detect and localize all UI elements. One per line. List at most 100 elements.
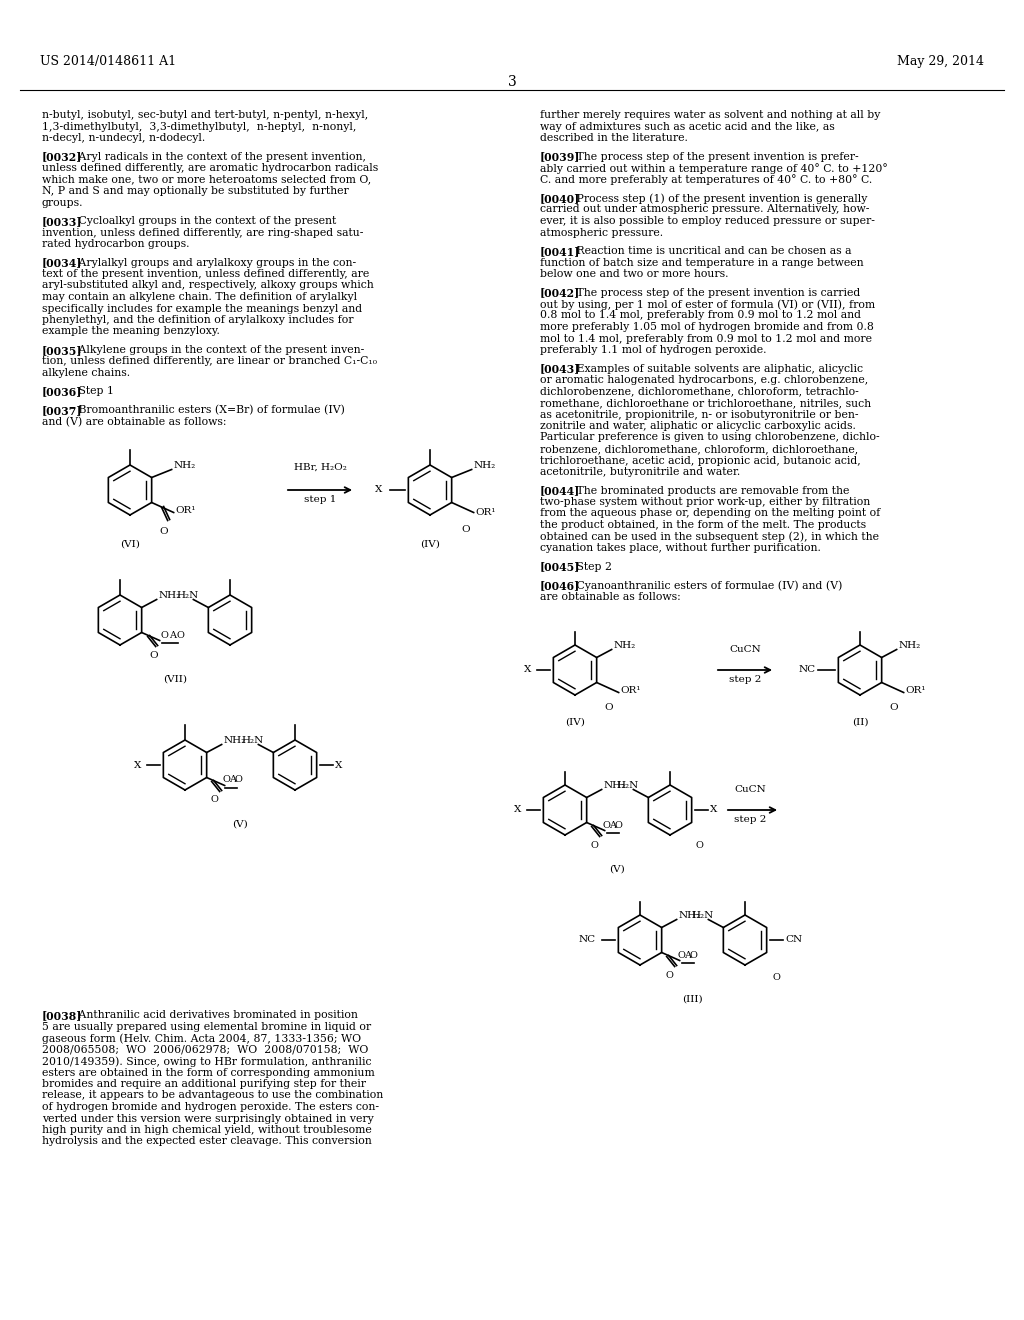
Text: O: O — [161, 631, 169, 639]
Text: [0039]: [0039] — [540, 152, 581, 162]
Text: [0046]: [0046] — [540, 579, 581, 591]
Text: 3: 3 — [508, 75, 516, 88]
Text: O: O — [462, 524, 470, 533]
Text: the product obtained, in the form of the melt. The products: the product obtained, in the form of the… — [540, 520, 866, 531]
Text: O: O — [177, 631, 184, 639]
Text: NH₂: NH₂ — [613, 642, 636, 649]
Text: 2010/149359). Since, owing to HBr formulation, anthranilic: 2010/149359). Since, owing to HBr formul… — [42, 1056, 372, 1067]
Text: step 2: step 2 — [729, 675, 761, 684]
Text: May 29, 2014: May 29, 2014 — [897, 55, 984, 69]
Text: Step 2: Step 2 — [566, 561, 611, 572]
Text: [0033]: [0033] — [42, 216, 83, 227]
Text: O: O — [773, 973, 780, 982]
Text: phenylethyl, and the definition of arylalkoxy includes for: phenylethyl, and the definition of aryla… — [42, 315, 353, 325]
Text: O: O — [695, 841, 703, 850]
Text: esters are obtained in the form of corresponding ammonium: esters are obtained in the form of corre… — [42, 1068, 375, 1077]
Text: NH₂: NH₂ — [174, 461, 196, 470]
Text: NC: NC — [579, 936, 596, 945]
Text: obtained can be used in the subsequent step (2), in which the: obtained can be used in the subsequent s… — [540, 532, 879, 543]
Text: 5 are usually prepared using elemental bromine in liquid or: 5 are usually prepared using elemental b… — [42, 1022, 371, 1031]
Text: (IV): (IV) — [420, 540, 440, 549]
Text: O: O — [603, 821, 610, 829]
Text: mol to 1.4 mol, preferably from 0.9 mol to 1.2 mol and more: mol to 1.4 mol, preferably from 0.9 mol … — [540, 334, 872, 343]
Text: N, P and S and may optionally be substituted by further: N, P and S and may optionally be substit… — [42, 186, 349, 195]
Text: (V): (V) — [232, 820, 248, 829]
Text: groups.: groups. — [42, 198, 84, 207]
Text: H₂N: H₂N — [691, 911, 714, 920]
Text: Cyanoanthranilic esters of formulae (IV) and (V): Cyanoanthranilic esters of formulae (IV)… — [566, 579, 842, 590]
Text: rated hydrocarbon groups.: rated hydrocarbon groups. — [42, 239, 189, 249]
Text: OR¹: OR¹ — [621, 686, 641, 696]
Text: O: O — [591, 841, 599, 850]
Text: O: O — [160, 528, 168, 536]
Text: NC: NC — [799, 665, 816, 675]
Text: Bromoanthranilic esters (X=Br) of formulae (IV): Bromoanthranilic esters (X=Br) of formul… — [68, 405, 345, 416]
Text: ever, it is also possible to employ reduced pressure or super-: ever, it is also possible to employ redu… — [540, 216, 874, 226]
Text: of hydrogen bromide and hydrogen peroxide. The esters con-: of hydrogen bromide and hydrogen peroxid… — [42, 1102, 379, 1111]
Text: romethane, dichloroethane or trichloroethane, nitriles, such: romethane, dichloroethane or trichloroet… — [540, 399, 871, 408]
Text: NH₂: NH₂ — [899, 642, 921, 649]
Text: zonitrile and water, aliphatic or alicyclic carboxylic acids.: zonitrile and water, aliphatic or alicyc… — [540, 421, 856, 432]
Text: [0041]: [0041] — [540, 246, 581, 257]
Text: atmospheric pressure.: atmospheric pressure. — [540, 227, 664, 238]
Text: H₂N: H₂N — [242, 737, 263, 744]
Text: 0.8 mol to 1.4 mol, preferably from 0.9 mol to 1.2 mol and: 0.8 mol to 1.4 mol, preferably from 0.9 … — [540, 310, 861, 321]
Text: [0035]: [0035] — [42, 345, 83, 356]
Text: CuCN: CuCN — [734, 785, 766, 795]
Text: OR¹: OR¹ — [905, 686, 926, 696]
Text: X: X — [514, 805, 521, 814]
Text: specifically includes for example the meanings benzyl and: specifically includes for example the me… — [42, 304, 362, 314]
Text: step 2: step 2 — [734, 814, 766, 824]
Text: 2008/065508;  WO  2006/062978;  WO  2008/070158;  WO: 2008/065508; WO 2006/062978; WO 2008/070… — [42, 1044, 369, 1055]
Text: Particular preference is given to using chlorobenzene, dichlo-: Particular preference is given to using … — [540, 433, 880, 442]
Text: [0045]: [0045] — [540, 561, 581, 573]
Text: n-butyl, isobutyl, sec-butyl and tert-butyl, n-pentyl, n-hexyl,: n-butyl, isobutyl, sec-butyl and tert-bu… — [42, 110, 369, 120]
Text: [0044]: [0044] — [540, 486, 581, 496]
Text: O: O — [604, 702, 613, 711]
Text: NH₂: NH₂ — [679, 911, 700, 920]
Text: dichlorobenzene, dichloromethane, chloroform, tetrachlo-: dichlorobenzene, dichloromethane, chloro… — [540, 387, 859, 396]
Text: are obtainable as follows:: are obtainable as follows: — [540, 591, 681, 602]
Text: A: A — [169, 631, 176, 639]
Text: X: X — [375, 486, 382, 495]
Text: The process step of the present invention is carried: The process step of the present inventio… — [566, 288, 860, 297]
Text: may contain an alkylene chain. The definition of arylalkyl: may contain an alkylene chain. The defin… — [42, 292, 357, 302]
Text: [0032]: [0032] — [42, 152, 82, 162]
Text: [0042]: [0042] — [540, 288, 581, 298]
Text: release, it appears to be advantageous to use the combination: release, it appears to be advantageous t… — [42, 1090, 383, 1101]
Text: unless defined differently, are aromatic hydrocarbon radicals: unless defined differently, are aromatic… — [42, 162, 378, 173]
Text: The brominated products are removable from the: The brominated products are removable fr… — [566, 486, 849, 495]
Text: aryl-substituted alkyl and, respectively, alkoxy groups which: aryl-substituted alkyl and, respectively… — [42, 281, 374, 290]
Text: O: O — [234, 776, 243, 784]
Text: (IV): (IV) — [565, 718, 585, 727]
Text: X: X — [133, 760, 141, 770]
Text: step 1: step 1 — [304, 495, 336, 504]
Text: (III): (III) — [682, 995, 702, 1005]
Text: X: X — [335, 760, 342, 770]
Text: O: O — [690, 950, 697, 960]
Text: two-phase system without prior work-up, either by filtration: two-phase system without prior work-up, … — [540, 498, 870, 507]
Text: which make one, two or more heteroatoms selected from O,: which make one, two or more heteroatoms … — [42, 174, 372, 185]
Text: [0037]: [0037] — [42, 405, 83, 416]
Text: Step 1: Step 1 — [68, 387, 114, 396]
Text: function of batch size and temperature in a range between: function of batch size and temperature i… — [540, 257, 863, 268]
Text: further merely requires water as solvent and nothing at all by: further merely requires water as solvent… — [540, 110, 881, 120]
Text: [0040]: [0040] — [540, 193, 581, 205]
Text: below one and two or more hours.: below one and two or more hours. — [540, 269, 728, 279]
Text: X: X — [523, 665, 531, 675]
Text: bromides and require an additional purifying step for their: bromides and require an additional purif… — [42, 1078, 366, 1089]
Text: A: A — [684, 950, 691, 960]
Text: out by using, per 1 mol of ester of formula (VI) or (VII), from: out by using, per 1 mol of ester of form… — [540, 300, 876, 310]
Text: O: O — [678, 950, 686, 960]
Text: carried out under atmospheric pressure. Alternatively, how-: carried out under atmospheric pressure. … — [540, 205, 869, 214]
Text: example the meaning benzyloxy.: example the meaning benzyloxy. — [42, 326, 220, 337]
Text: NH₂: NH₂ — [223, 737, 246, 744]
Text: O: O — [222, 776, 230, 784]
Text: preferably 1.1 mol of hydrogen peroxide.: preferably 1.1 mol of hydrogen peroxide. — [540, 345, 767, 355]
Text: X: X — [710, 805, 718, 814]
Text: Cycloalkyl groups in the context of the present: Cycloalkyl groups in the context of the … — [68, 216, 336, 226]
Text: ably carried out within a temperature range of 40° C. to +120°: ably carried out within a temperature ra… — [540, 162, 888, 174]
Text: robenzene, dichloromethane, chloroform, dichloroethane,: robenzene, dichloromethane, chloroform, … — [540, 444, 858, 454]
Text: text of the present invention, unless defined differently, are: text of the present invention, unless de… — [42, 269, 370, 279]
Text: O: O — [150, 651, 158, 660]
